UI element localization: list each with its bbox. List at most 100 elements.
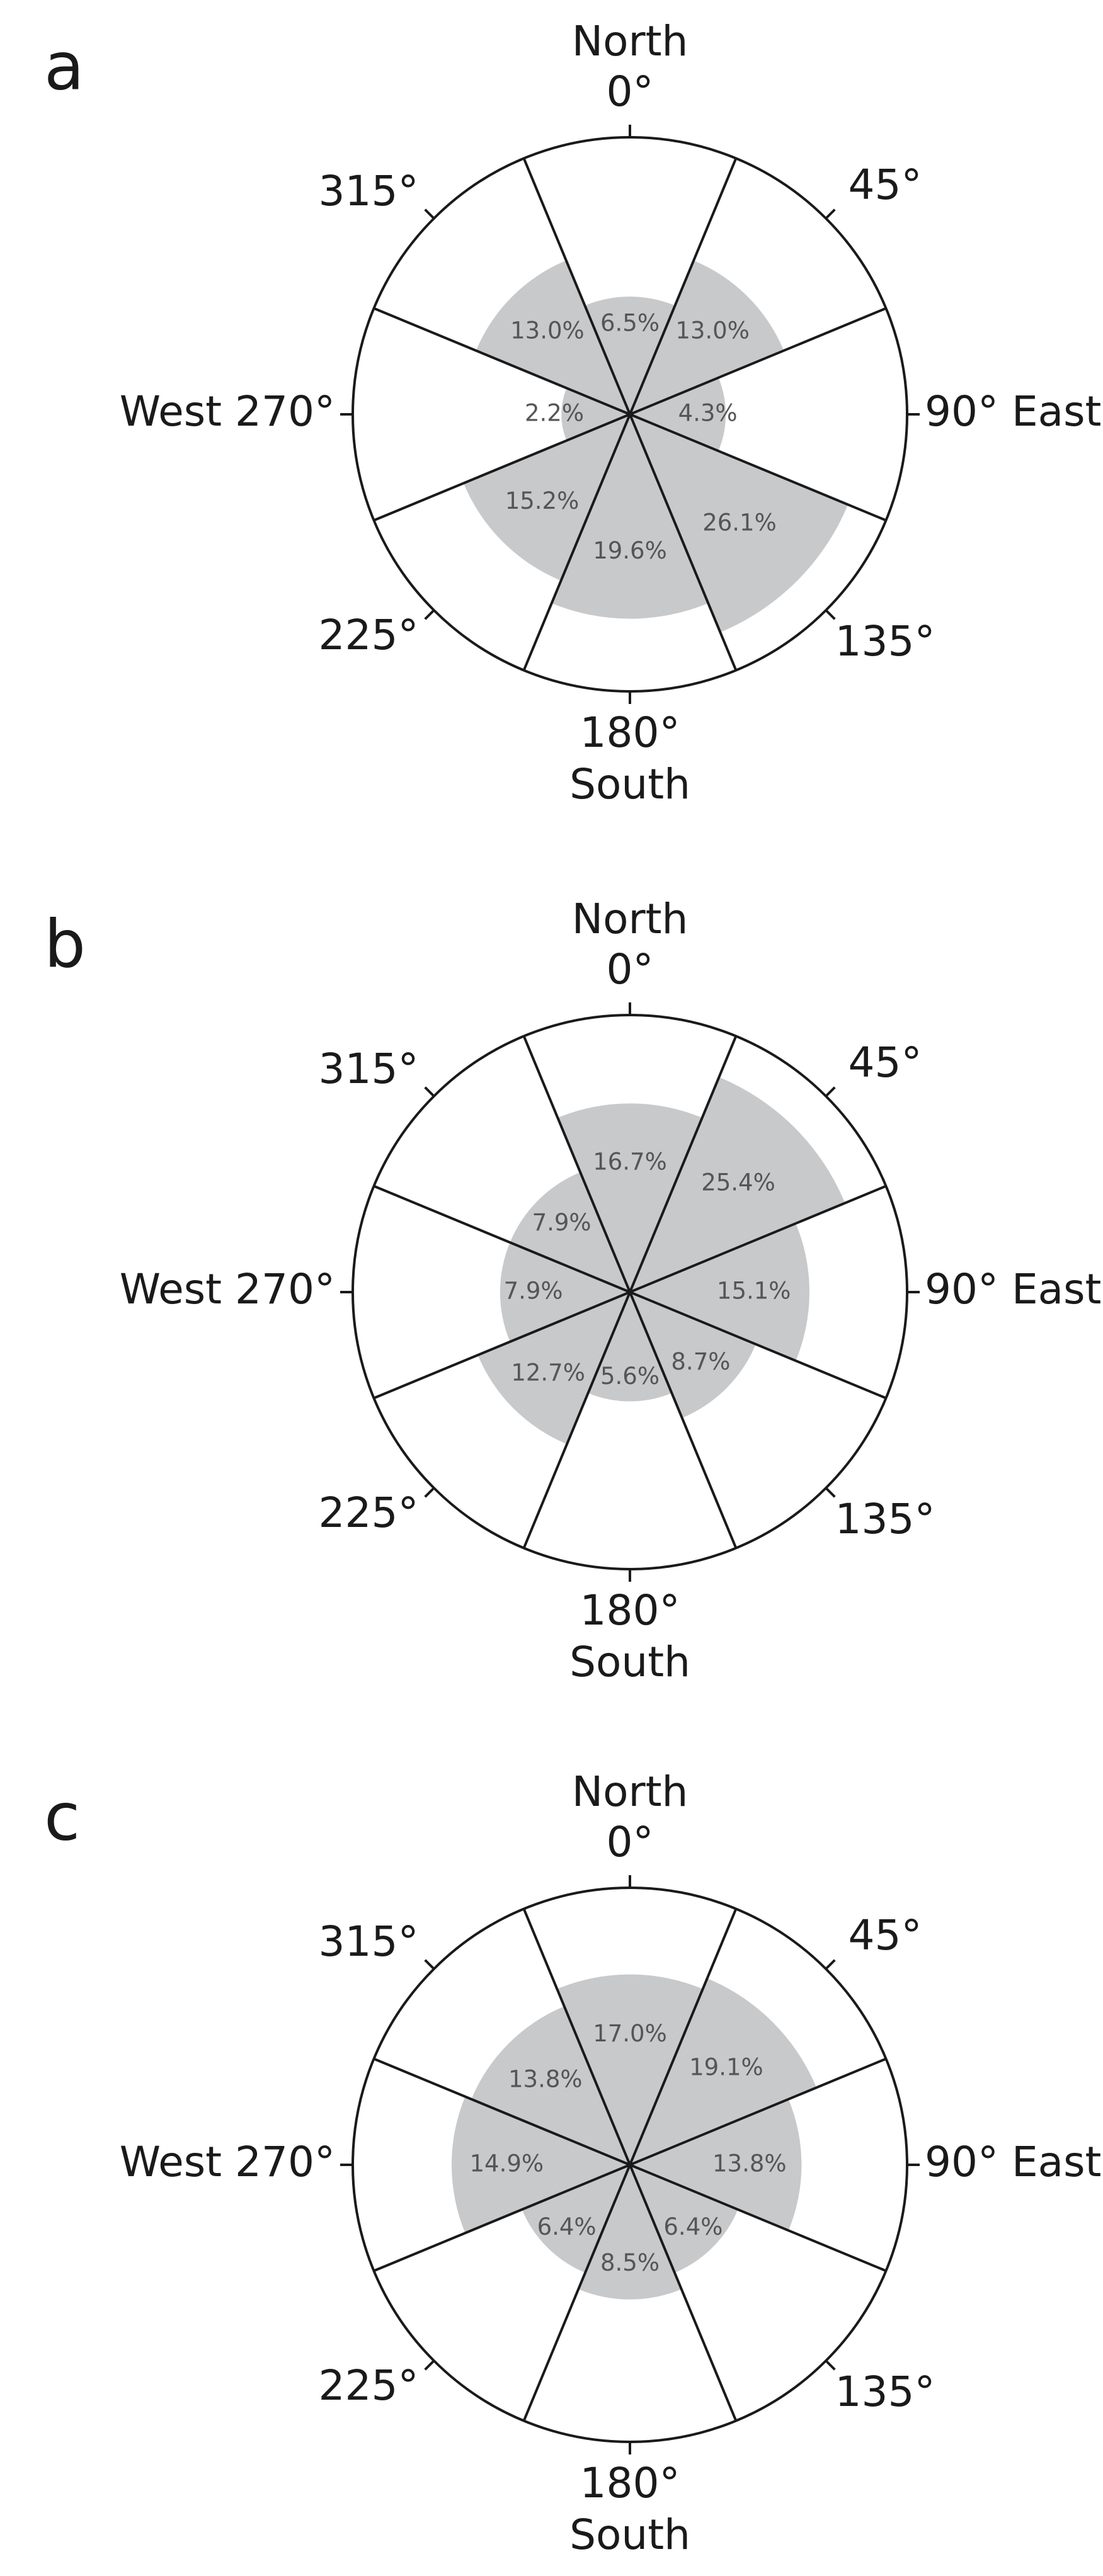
direction-label-south: South	[569, 1638, 690, 1686]
direction-label-315: 315°	[319, 167, 419, 215]
direction-label-east: 90° East	[925, 387, 1101, 436]
sector-315-deg	[510, 1172, 630, 1292]
tick-135-deg	[825, 2359, 836, 2371]
direction-label-west: West 270°	[120, 2138, 335, 2186]
sector-315-deg	[476, 260, 630, 414]
sector-315-deg	[471, 2006, 630, 2165]
sector-value-label-225-deg: 12.7%	[511, 1359, 585, 1386]
panel-letter: c	[44, 1778, 80, 1855]
sector-value-label-180-deg: 5.6%	[600, 1363, 660, 1390]
direction-label-south: South	[569, 2511, 690, 2559]
sector-value-label-45-deg: 25.4%	[701, 1169, 775, 1196]
sector-value-label-225-deg: 6.4%	[537, 2213, 597, 2240]
sector-90-deg	[630, 1223, 809, 1361]
sector-value-label-270-deg: 14.9%	[470, 2150, 544, 2177]
direction-label-north: North	[572, 17, 689, 65]
sector-value-label-135-deg: 8.7%	[671, 1348, 730, 1375]
sector-value-label-0-deg: 6.5%	[600, 310, 660, 337]
direction-label-east: 90° East	[925, 1265, 1101, 1314]
sector-value-label-315-deg: 13.0%	[510, 317, 585, 344]
sector-value-label-90-deg: 4.3%	[678, 400, 738, 427]
direction-label-south: South	[569, 760, 690, 809]
sector-value-label-135-deg: 6.4%	[663, 2213, 723, 2240]
sector-90-deg	[630, 2099, 802, 2231]
sector-0-deg	[557, 1103, 702, 1292]
direction-label-south-deg: 180°	[580, 1586, 680, 1635]
tick-315-deg	[424, 208, 435, 220]
direction-label-315: 315°	[319, 1045, 419, 1093]
direction-label-225: 225°	[319, 1489, 419, 1537]
sector-value-label-90-deg: 15.1%	[717, 1278, 791, 1305]
sector-135-deg	[630, 1292, 756, 1418]
panel-letter: b	[44, 905, 86, 982]
sector-value-label-270-deg: 7.9%	[504, 1278, 563, 1305]
direction-label-north-deg: 0°	[607, 945, 654, 994]
sector-value-label-225-deg: 15.2%	[505, 487, 580, 514]
tick-225-deg	[424, 1487, 435, 1498]
sector-270-deg	[451, 2096, 630, 2233]
direction-label-315: 315°	[319, 1917, 419, 1966]
direction-label-north: North	[572, 895, 689, 943]
direction-label-45: 45°	[849, 1911, 922, 1960]
direction-label-225: 225°	[319, 611, 419, 659]
sector-180-deg	[578, 2165, 682, 2300]
sector-0-deg	[585, 297, 675, 414]
sector-value-label-45-deg: 19.1%	[689, 2054, 763, 2081]
sector-value-label-270-deg: 2.2%	[525, 400, 584, 427]
sector-45-deg	[630, 1978, 817, 2165]
sector-135-deg	[630, 2165, 738, 2273]
panel-letter: a	[44, 28, 84, 105]
sector-value-label-135-deg: 26.1%	[702, 509, 777, 536]
sector-180-deg	[588, 1292, 672, 1402]
tick-315-deg	[424, 1959, 435, 1970]
tick-45-deg	[825, 208, 836, 220]
direction-label-135: 135°	[835, 1495, 935, 1543]
direction-label-north-deg: 0°	[607, 1818, 654, 1866]
direction-label-west: West 270°	[120, 387, 335, 436]
sector-boundary-157.5-deg	[522, 1908, 738, 2422]
sector-225-deg	[477, 1292, 630, 1444]
sector-value-label-0-deg: 17.0%	[593, 2020, 667, 2047]
sector-45-deg	[630, 260, 784, 414]
direction-label-135: 135°	[835, 617, 935, 666]
direction-label-north: North	[572, 1767, 689, 1816]
sector-value-label-180-deg: 19.6%	[593, 537, 667, 564]
sector-90-deg	[630, 377, 726, 451]
direction-label-south-deg: 180°	[580, 2459, 680, 2507]
tick-315-deg	[424, 1086, 435, 1098]
direction-label-north-deg: 0°	[607, 67, 654, 116]
sector-225-deg	[522, 2165, 630, 2273]
sector-value-label-90-deg: 13.8%	[712, 2150, 787, 2177]
tick-45-deg	[825, 1959, 836, 1970]
direction-label-225: 225°	[319, 2361, 419, 2410]
sector-180-deg	[551, 414, 709, 619]
sector-0-deg	[557, 1974, 703, 2165]
sector-270-deg	[500, 1242, 630, 1342]
direction-label-45: 45°	[849, 161, 922, 209]
direction-label-135: 135°	[835, 2368, 935, 2416]
tick-225-deg	[424, 2359, 435, 2371]
sector-value-label-180-deg: 8.5%	[600, 2249, 660, 2276]
direction-label-south-deg: 180°	[580, 708, 680, 757]
sector-45-deg	[630, 1077, 845, 1292]
direction-label-west: West 270°	[120, 1265, 335, 1314]
tick-45-deg	[825, 1086, 836, 1098]
sector-boundary-157.5-deg	[522, 157, 738, 671]
sector-225-deg	[463, 414, 630, 581]
sector-value-label-315-deg: 13.8%	[508, 2065, 583, 2092]
tick-135-deg	[825, 1487, 836, 1498]
sector-value-label-315-deg: 7.9%	[532, 1209, 592, 1236]
sector-value-label-0-deg: 16.7%	[593, 1149, 667, 1176]
sector-value-label-45-deg: 13.0%	[675, 317, 750, 344]
sector-135-deg	[630, 414, 849, 633]
sector-270-deg	[561, 388, 630, 441]
direction-label-east: 90° East	[925, 2138, 1101, 2186]
sector-boundary-157.5-deg	[522, 1035, 738, 1549]
tick-225-deg	[424, 609, 435, 620]
direction-label-45: 45°	[849, 1038, 922, 1087]
tick-135-deg	[825, 609, 836, 620]
